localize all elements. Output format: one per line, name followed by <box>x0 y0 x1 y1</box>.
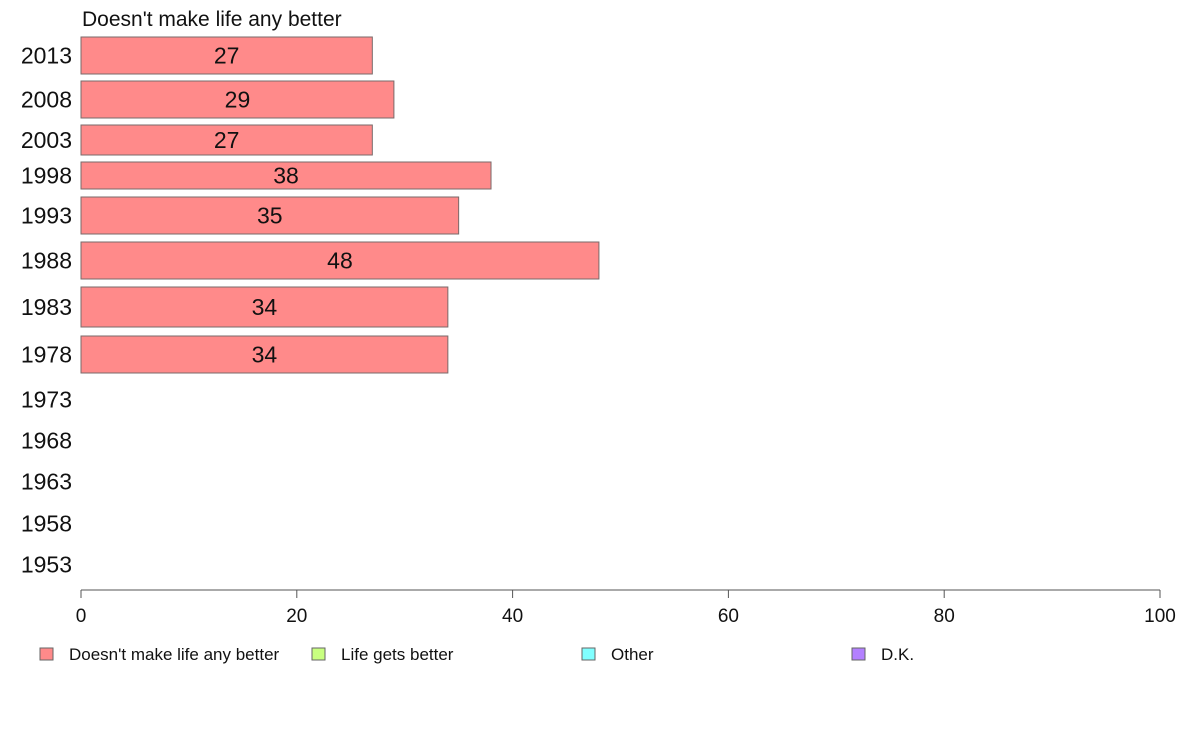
bar <box>80 286 449 328</box>
x-tick-label: 100 <box>1144 606 1176 627</box>
y-tick-label: 1998 <box>21 163 72 189</box>
bar <box>80 196 460 235</box>
y-tick-label: 1973 <box>21 387 72 413</box>
legend-label: Life gets better <box>341 645 454 664</box>
data-label: 34 <box>252 342 278 368</box>
y-tick-label: 2008 <box>21 87 72 113</box>
x-tick-label: 80 <box>934 606 955 627</box>
y-tick-label: 1988 <box>21 248 72 274</box>
y-tick-label: 1953 <box>21 552 72 578</box>
y-tick-label: 1993 <box>21 203 72 229</box>
chart-title: Doesn't make life any better <box>82 8 342 31</box>
bar-layer: 27 29 27 38 35 48 34 34 <box>80 36 600 374</box>
legend: Doesn't make life any better Life gets be… <box>39 645 914 664</box>
x-tick-label: 0 <box>76 606 87 627</box>
y-tick-label: 1978 <box>21 342 72 368</box>
data-label: 35 <box>257 203 283 229</box>
y-tick-label: 1983 <box>21 294 72 320</box>
bar <box>80 80 395 119</box>
data-label: 48 <box>327 248 353 274</box>
y-axis-labels: 2013 2008 2003 1998 1993 1988 1983 1978 1973 1968… <box>21 43 72 578</box>
y-tick-label: 1958 <box>21 511 72 537</box>
data-label: 27 <box>214 127 240 153</box>
bar <box>80 161 492 190</box>
x-tick-label: 60 <box>718 606 739 627</box>
legend-swatch <box>851 647 866 661</box>
data-label: 29 <box>225 87 251 113</box>
y-tick-label: 1968 <box>21 428 72 454</box>
data-label: 27 <box>214 43 240 69</box>
legend-swatch <box>581 647 596 661</box>
data-label: 38 <box>273 163 299 189</box>
y-tick-label: 2003 <box>21 127 72 153</box>
bar <box>80 124 373 156</box>
legend-swatch <box>311 647 326 661</box>
y-tick-label: 2013 <box>21 43 72 69</box>
x-tick-label: 40 <box>502 606 523 627</box>
x-axis: 0 20 40 60 80 100 <box>76 589 1176 627</box>
legend-label: D.K. <box>881 645 914 664</box>
y-tick-label: 1963 <box>21 469 72 495</box>
bar <box>80 335 449 374</box>
data-label: 34 <box>252 294 278 320</box>
bar <box>80 36 373 75</box>
legend-label: Other <box>611 645 654 664</box>
legend-swatch <box>39 647 54 661</box>
legend-label: Doesn't make life any better <box>69 645 280 664</box>
x-tick-label: 20 <box>286 606 307 627</box>
bar <box>80 241 600 280</box>
